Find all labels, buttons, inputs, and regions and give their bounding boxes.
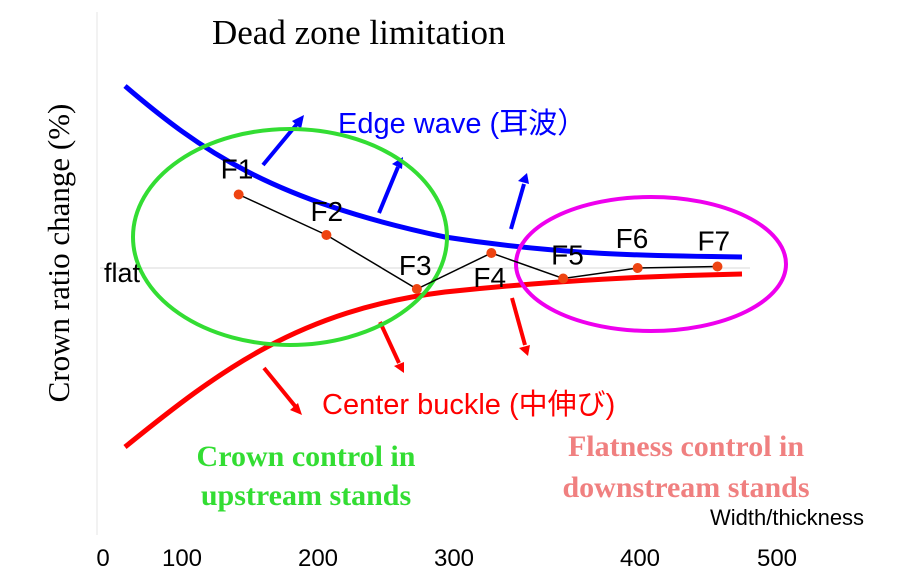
- stand-label-f4: F4: [473, 262, 506, 293]
- stand-point-f2: [321, 230, 332, 240]
- x-axis-label: Width/thickness: [710, 505, 864, 530]
- crown-control-label-line1: Crown control in: [197, 440, 416, 473]
- x-tick-labels: 0 100 200 300 400 500: [96, 545, 797, 572]
- stand-point-f5: [558, 273, 569, 284]
- stand-point-f1: [233, 189, 244, 200]
- stand-label-f1: F1: [221, 154, 254, 185]
- y-axis-label: Crown ratio change (%): [41, 104, 76, 403]
- flatness-control-label-line2: downstream stands: [563, 471, 810, 504]
- diagram-title: Dead zone limitation: [212, 13, 506, 52]
- stands-layer: F1 F2 F3 F4 F5 F6 F7: [221, 154, 730, 294]
- x-tick-label: 200: [298, 545, 338, 572]
- center-buckle-curve: [123, 271, 743, 449]
- crown-control-label-line2: upstream stands: [201, 479, 411, 512]
- stand-label-f3: F3: [399, 250, 432, 281]
- stand-label-f6: F6: [616, 223, 649, 254]
- x-tick-label: 0: [96, 545, 109, 572]
- center-buckle-arrows: [262, 297, 530, 415]
- flat-label: flat: [104, 258, 141, 288]
- center-buckle-label: Center buckle (中伸び): [322, 388, 615, 421]
- edge-wave-label: Edge wave (耳波）: [338, 107, 586, 140]
- stand-label-f5: F5: [551, 240, 584, 271]
- stand-point-f7: [712, 261, 723, 272]
- x-tick-label: 300: [434, 545, 474, 572]
- stand-label-f2: F2: [310, 196, 343, 227]
- x-tick-label: 100: [162, 545, 202, 572]
- edge-wave-curve: [123, 84, 743, 260]
- crown-control-region: [131, 127, 449, 347]
- flatness-control-region: [514, 195, 788, 333]
- x-tick-label: 500: [757, 545, 797, 572]
- flatness-control-label-line1: Flatness control in: [568, 430, 804, 463]
- stand-point-f3: [411, 284, 422, 294]
- stand-label-f7: F7: [697, 226, 730, 257]
- stand-point-f4: [486, 248, 497, 258]
- x-tick-label: 400: [620, 545, 660, 572]
- stand-point-f6: [632, 263, 643, 273]
